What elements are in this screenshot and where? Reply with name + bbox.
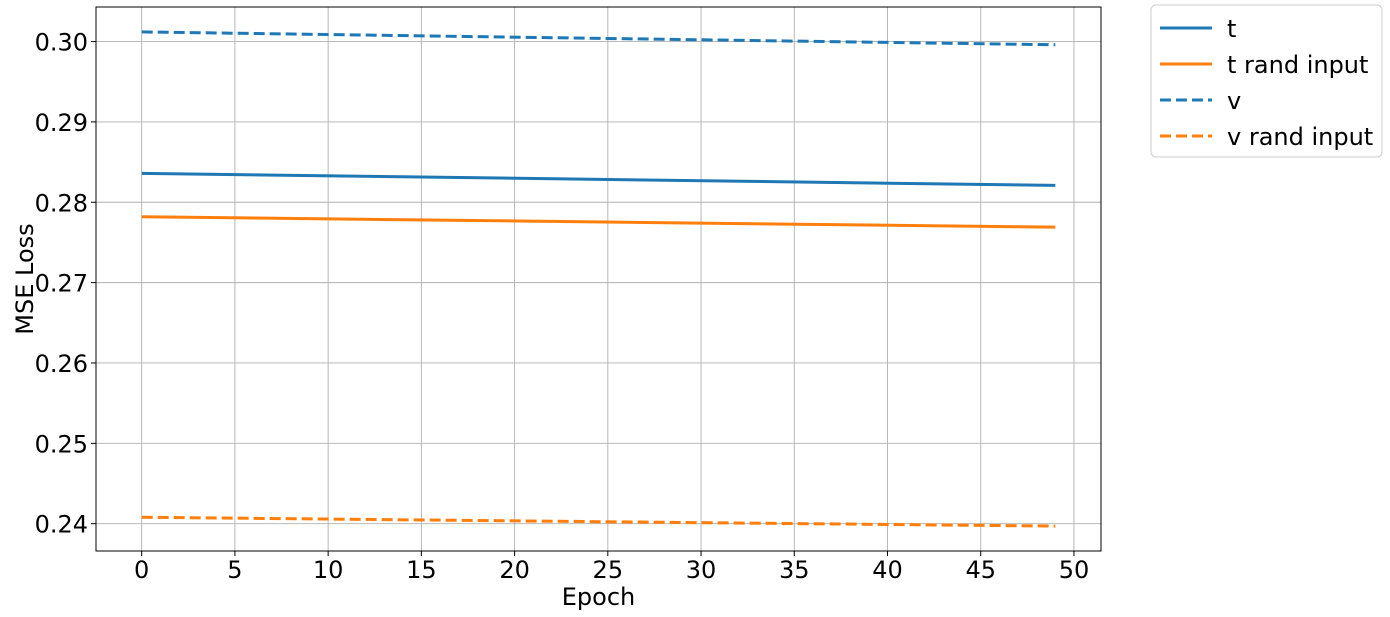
series-layer [141, 30, 1056, 528]
y-tick-label: 0.24 [35, 511, 88, 539]
series-line [141, 171, 1056, 187]
y-tick-label: 0.26 [35, 350, 88, 378]
legend-label: v rand input [1227, 123, 1373, 151]
legend-label: t [1227, 15, 1236, 43]
legend-label: t rand input [1227, 51, 1368, 79]
y-axis-title: MSE Loss [11, 223, 39, 334]
y-tick-label: 0.30 [35, 29, 88, 57]
x-axis: 0 5 10 15 20 25 30 35 40 45 50 [134, 551, 1089, 584]
x-tick-label: 0 [134, 556, 149, 584]
legend-label: v [1227, 87, 1241, 115]
series-line [141, 515, 1056, 528]
x-tick-label: 25 [593, 556, 624, 584]
y-tick-label: 0.25 [35, 430, 88, 458]
y-tick-label: 0.27 [35, 270, 88, 298]
x-axis-title: Epoch [562, 583, 636, 611]
grid [96, 7, 1101, 551]
x-tick-label: 35 [779, 556, 810, 584]
x-tick-label: 10 [313, 556, 344, 584]
legend-frame [1150, 4, 1383, 158]
series-line [141, 30, 1056, 47]
series-line [141, 215, 1056, 229]
x-tick-label: 50 [1059, 556, 1090, 584]
x-tick-label: 20 [499, 556, 530, 584]
legend: t t rand input v v rand input [1150, 4, 1383, 158]
y-tick-label: 0.28 [35, 189, 88, 217]
plot-frame [95, 6, 1102, 552]
x-tick-label: 30 [686, 556, 717, 584]
y-axis: 0.24 0.25 0.26 0.27 0.28 0.29 0.30 [35, 29, 96, 539]
x-tick-label: 5 [227, 556, 242, 584]
x-tick-label: 15 [406, 556, 437, 584]
y-tick-label: 0.29 [35, 109, 88, 137]
x-tick-label: 45 [965, 556, 996, 584]
x-tick-label: 40 [872, 556, 903, 584]
